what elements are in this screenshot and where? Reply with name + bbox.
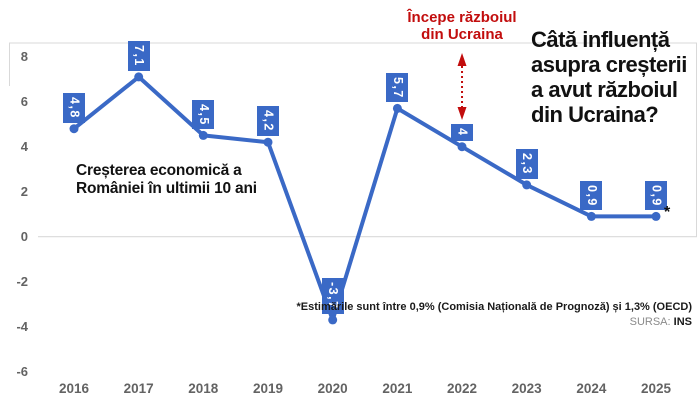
x-axis-tick-2025: 2025 — [640, 381, 672, 396]
y-axis-tick-0: 0 — [20, 228, 28, 244]
annotation-arrow — [457, 53, 467, 120]
data-point-2020 — [328, 315, 338, 325]
data-label-2023: 2,3 — [515, 149, 538, 179]
data-label-2021: 5,7 — [386, 72, 409, 103]
x-axis-tick-2016: 2016 — [58, 381, 90, 396]
source-label: SURSA: — [629, 316, 671, 328]
arrow-head-up — [457, 53, 467, 66]
data-point-2018 — [198, 130, 208, 140]
data-label-2025: 0,9 — [645, 180, 667, 211]
x-axis-tick-2019: 2019 — [252, 381, 284, 396]
data-label-2019: 4,2 — [257, 106, 279, 137]
x-axis-tick-2018: 2018 — [188, 381, 219, 396]
data-label-2024: 0,9 — [580, 180, 603, 211]
y-axis-tick-8: 8 — [20, 48, 28, 64]
data-point-2016 — [69, 124, 79, 134]
data-point-2017 — [134, 72, 144, 82]
data-point-2024 — [586, 211, 596, 221]
y-axis-tick--2: -2 — [16, 273, 28, 289]
data-point-2022 — [457, 142, 467, 152]
source-line: SURSA: INS — [630, 316, 692, 328]
data-label-2016: 4,8 — [63, 92, 85, 123]
x-axis-tick-2024: 2024 — [576, 381, 607, 396]
gridlines — [9, 42, 697, 238]
data-point-2025 — [651, 211, 661, 221]
x-axis-tick-2023: 2023 — [511, 381, 542, 396]
y-axis-tick--6: -6 — [16, 363, 28, 379]
x-axis-tick-2020: 2020 — [317, 381, 348, 396]
y-axis-tick--4: -4 — [16, 318, 28, 334]
y-axis-tick-2: 2 — [20, 183, 28, 199]
x-axis-tick-2021: 2021 — [382, 381, 413, 396]
data-label-2020: -3,7 — [321, 278, 344, 314]
data-point-2021 — [392, 103, 402, 113]
headline: Câtă influență asupra creșterii a avut r… — [531, 27, 687, 127]
footnote: *Estimările sunt între 0,9% (Comisia Naț… — [296, 301, 692, 313]
data-point-2023 — [522, 180, 532, 190]
data-series — [69, 72, 661, 325]
estimate-asterisk: * — [664, 204, 671, 221]
annotation-label: Începe războiul din Ucraina — [407, 9, 517, 43]
arrow-head-down — [457, 107, 467, 120]
chart-title: Creșterea economică a României în ultimi… — [76, 162, 257, 197]
source-value: INS — [673, 316, 692, 328]
y-axis-tick-6: 6 — [20, 93, 28, 109]
growth-line — [72, 74, 658, 322]
data-label-2022: 4 — [451, 124, 473, 141]
data-label-2018: 4,5 — [192, 99, 215, 130]
x-axis-tick-2022: 2022 — [446, 381, 478, 396]
y-axis-tick-4: 4 — [20, 138, 28, 154]
x-axis-tick-2017: 2017 — [123, 381, 154, 396]
data-point-2019 — [263, 137, 273, 147]
data-label-2017: 7,1 — [127, 41, 150, 71]
